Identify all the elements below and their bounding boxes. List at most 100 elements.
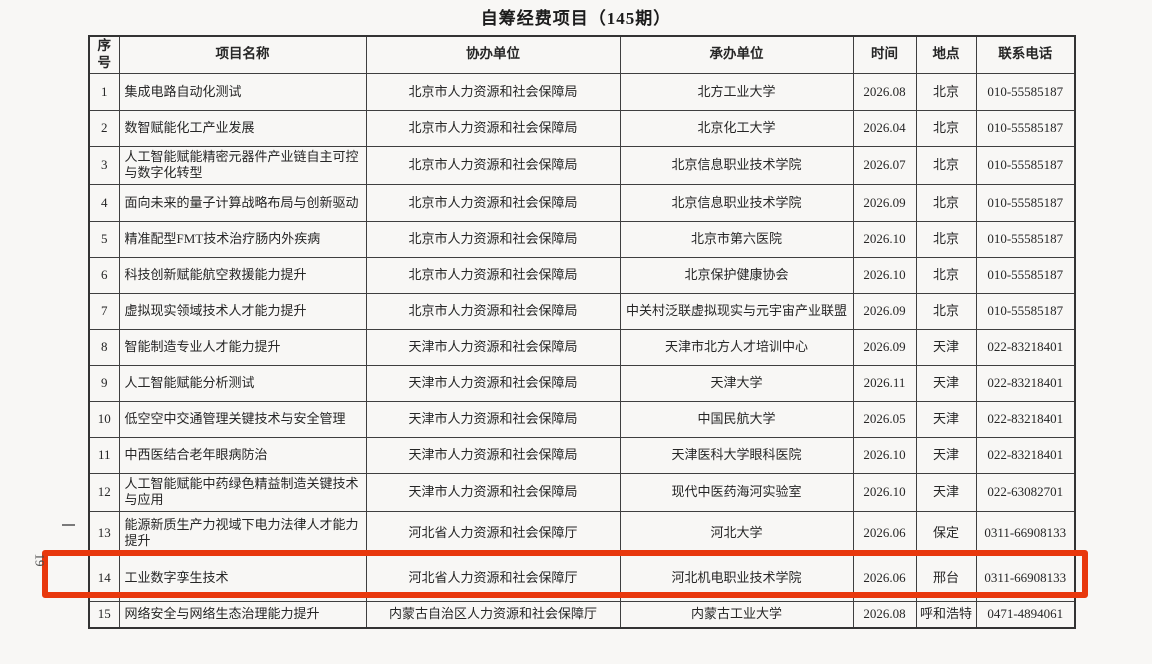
margin-page-number: 19 xyxy=(32,553,48,567)
table-row: 4 面向未来的量子计算战略布局与创新驱动 北京市人力资源和社会保障局 北京信息职… xyxy=(88,183,1076,222)
cell-coorg: 天津市人力资源和社会保障局 xyxy=(365,436,621,474)
cell-time: 2026.09 xyxy=(852,292,917,330)
header-phone: 联系电话 xyxy=(975,35,1076,74)
cell-name: 科技创新赋能航空救援能力提升 xyxy=(118,256,367,294)
cell-no: 11 xyxy=(88,436,120,474)
cell-place: 呼和浩特 xyxy=(915,600,977,629)
cell-time: 2026.10 xyxy=(852,256,917,294)
cell-time: 2026.06 xyxy=(852,554,917,602)
cell-org: 天津大学 xyxy=(619,364,854,402)
cell-place: 北京 xyxy=(915,109,977,147)
cell-coorg: 北京市人力资源和社会保障局 xyxy=(365,145,621,185)
cell-phone: 010-55585187 xyxy=(975,109,1076,147)
cell-place: 北京 xyxy=(915,256,977,294)
cell-coorg: 河北省人力资源和社会保障厅 xyxy=(365,510,621,556)
cell-coorg: 河北省人力资源和社会保障厅 xyxy=(365,554,621,602)
cell-org: 天津市北方人才培训中心 xyxy=(619,328,854,366)
cell-org: 中国民航大学 xyxy=(619,400,854,438)
header-no: 序号 xyxy=(88,35,120,74)
table-row: 2 数智赋能化工产业发展 北京市人力资源和社会保障局 北京化工大学 2026.0… xyxy=(88,109,1076,147)
cell-name: 人工智能赋能精密元器件产业链自主可控与数字化转型 xyxy=(118,145,367,185)
cell-phone: 022-83218401 xyxy=(975,328,1076,366)
cell-phone: 022-83218401 xyxy=(975,436,1076,474)
table-row: 5 精准配型FMT技术治疗肠内外疾病 北京市人力资源和社会保障局 北京市第六医院… xyxy=(88,220,1076,258)
cell-phone: 022-83218401 xyxy=(975,364,1076,402)
cell-phone: 010-55585187 xyxy=(975,220,1076,258)
cell-no: 3 xyxy=(88,145,120,185)
cell-name: 低空空中交通管理关键技术与安全管理 xyxy=(118,400,367,438)
cell-coorg: 北京市人力资源和社会保障局 xyxy=(365,183,621,222)
table-row: 9 人工智能赋能分析测试 天津市人力资源和社会保障局 天津大学 2026.11 … xyxy=(88,364,1076,402)
cell-no: 4 xyxy=(88,183,120,222)
cell-no: 8 xyxy=(88,328,120,366)
cell-place: 天津 xyxy=(915,400,977,438)
header-name: 项目名称 xyxy=(118,35,367,74)
cell-no: 6 xyxy=(88,256,120,294)
cell-phone: 010-55585187 xyxy=(975,292,1076,330)
cell-place: 北京 xyxy=(915,220,977,258)
cell-coorg: 北京市人力资源和社会保障局 xyxy=(365,256,621,294)
cell-name: 面向未来的量子计算战略布局与创新驱动 xyxy=(118,183,367,222)
cell-name: 精准配型FMT技术治疗肠内外疾病 xyxy=(118,220,367,258)
cell-place: 天津 xyxy=(915,436,977,474)
table-body: 1 集成电路自动化测试 北京市人力资源和社会保障局 北方工业大学 2026.08… xyxy=(88,72,1076,629)
cell-org: 北京市第六医院 xyxy=(619,220,854,258)
table-row: 15 网络安全与网络生态治理能力提升 内蒙古自治区人力资源和社会保障厅 内蒙古工… xyxy=(88,600,1076,629)
cell-time: 2026.10 xyxy=(852,220,917,258)
cell-no: 14 xyxy=(88,554,120,602)
header-org: 承办单位 xyxy=(619,35,854,74)
cell-place: 北京 xyxy=(915,72,977,111)
cell-coorg: 天津市人力资源和社会保障局 xyxy=(365,472,621,512)
table-row: 11 中西医结合老年眼病防治 天津市人力资源和社会保障局 天津医科大学眼科医院 … xyxy=(88,436,1076,474)
cell-no: 13 xyxy=(88,510,120,556)
cell-coorg: 内蒙古自治区人力资源和社会保障厅 xyxy=(365,600,621,629)
page-title: 自筹经费项目（145期） xyxy=(480,9,672,28)
cell-phone: 010-55585187 xyxy=(975,145,1076,185)
header-time: 时间 xyxy=(852,35,917,74)
cell-name: 工业数字孪生技术 xyxy=(118,554,367,602)
cell-time: 2026.09 xyxy=(852,183,917,222)
cell-time: 2026.10 xyxy=(852,472,917,512)
cell-time: 2026.08 xyxy=(852,72,917,111)
table-row: 3 人工智能赋能精密元器件产业链自主可控与数字化转型 北京市人力资源和社会保障局… xyxy=(88,145,1076,185)
cell-phone: 022-63082701 xyxy=(975,472,1076,512)
cell-no: 10 xyxy=(88,400,120,438)
cell-place: 天津 xyxy=(915,328,977,366)
cell-org: 河北大学 xyxy=(619,510,854,556)
table-row-highlighted: 14 工业数字孪生技术 河北省人力资源和社会保障厅 河北机电职业技术学院 202… xyxy=(88,554,1076,602)
header-coorg: 协办单位 xyxy=(365,35,621,74)
cell-no: 12 xyxy=(88,472,120,512)
projects-table: 序号 项目名称 协办单位 承办单位 时间 地点 联系电话 1 集成电路自动化测试… xyxy=(88,35,1076,630)
cell-no: 5 xyxy=(88,220,120,258)
cell-name: 数智赋能化工产业发展 xyxy=(118,109,367,147)
margin-tick-mark xyxy=(62,524,75,526)
cell-place: 邢台 xyxy=(915,554,977,602)
cell-name: 网络安全与网络生态治理能力提升 xyxy=(118,600,367,629)
table-header-row: 序号 项目名称 协办单位 承办单位 时间 地点 联系电话 xyxy=(88,35,1076,74)
cell-no: 9 xyxy=(88,364,120,402)
cell-org: 北京保护健康协会 xyxy=(619,256,854,294)
cell-time: 2026.05 xyxy=(852,400,917,438)
table-row: 1 集成电路自动化测试 北京市人力资源和社会保障局 北方工业大学 2026.08… xyxy=(88,72,1076,111)
cell-place: 北京 xyxy=(915,183,977,222)
cell-org: 内蒙古工业大学 xyxy=(619,600,854,629)
cell-no: 1 xyxy=(88,72,120,111)
cell-place: 北京 xyxy=(915,145,977,185)
cell-no: 2 xyxy=(88,109,120,147)
table-row: 10 低空空中交通管理关键技术与安全管理 天津市人力资源和社会保障局 中国民航大… xyxy=(88,400,1076,438)
cell-name: 人工智能赋能中药绿色精益制造关键技术与应用 xyxy=(118,472,367,512)
cell-phone: 0471-4894061 xyxy=(975,600,1076,629)
cell-org: 北方工业大学 xyxy=(619,72,854,111)
cell-time: 2026.08 xyxy=(852,600,917,629)
cell-coorg: 北京市人力资源和社会保障局 xyxy=(365,109,621,147)
cell-org: 北京信息职业技术学院 xyxy=(619,183,854,222)
cell-time: 2026.11 xyxy=(852,364,917,402)
cell-org: 现代中医药海河实验室 xyxy=(619,472,854,512)
table-row: 8 智能制造专业人才能力提升 天津市人力资源和社会保障局 天津市北方人才培训中心… xyxy=(88,328,1076,366)
cell-no: 7 xyxy=(88,292,120,330)
cell-place: 北京 xyxy=(915,292,977,330)
cell-coorg: 天津市人力资源和社会保障局 xyxy=(365,328,621,366)
header-place: 地点 xyxy=(915,35,977,74)
cell-coorg: 北京市人力资源和社会保障局 xyxy=(365,72,621,111)
cell-org: 河北机电职业技术学院 xyxy=(619,554,854,602)
